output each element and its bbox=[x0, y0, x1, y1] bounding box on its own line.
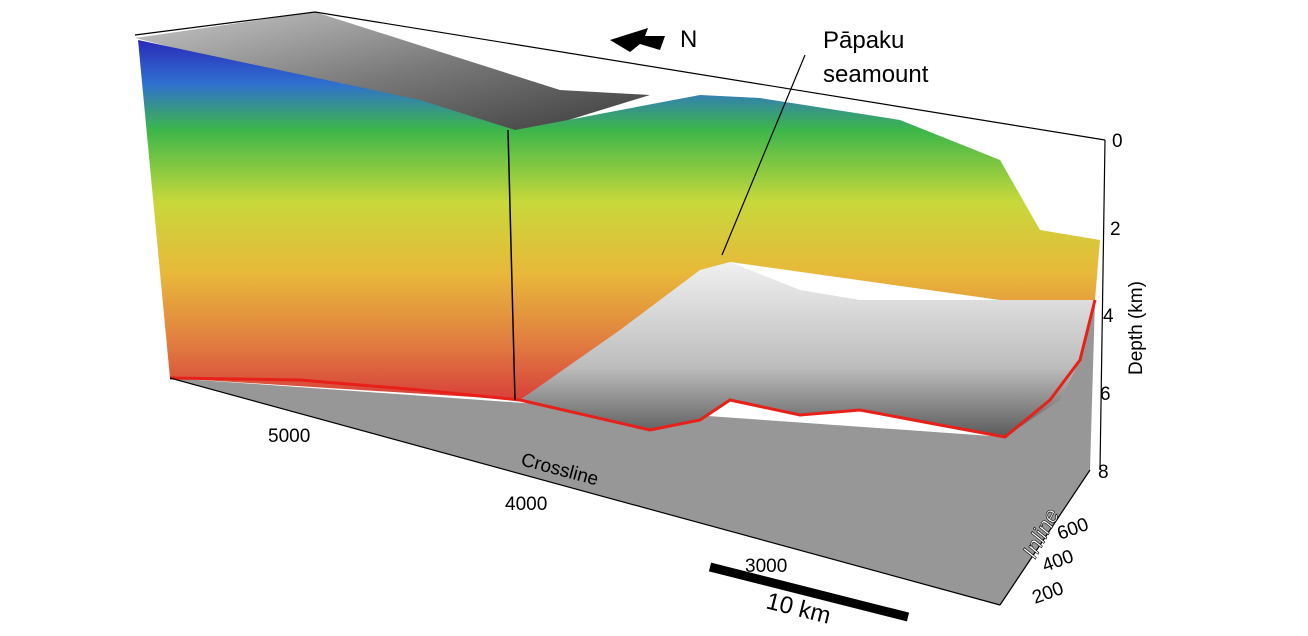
annotation: seamount bbox=[823, 61, 929, 88]
box-outline bbox=[134, 11, 1106, 141]
seamount bbox=[520, 262, 1095, 437]
annotation: Pāpaku bbox=[823, 27, 904, 54]
tick-label: 2 bbox=[1110, 219, 1121, 240]
tick-label: 0 bbox=[1112, 131, 1123, 152]
basement-line bbox=[169, 299, 1097, 439]
axis-line bbox=[169, 377, 1001, 606]
front-section bbox=[138, 40, 1100, 400]
axis-label: Depth (km) bbox=[1126, 281, 1147, 375]
section-edge bbox=[507, 129, 516, 401]
annotation-leader bbox=[721, 54, 806, 256]
north-label: N bbox=[680, 26, 697, 53]
scale-bar bbox=[708, 562, 910, 622]
tick-label: 8 bbox=[1098, 462, 1109, 483]
tick-label: 4000 bbox=[505, 494, 547, 515]
axis-line bbox=[999, 469, 1091, 606]
seafloor-surface bbox=[135, 12, 650, 135]
base-face bbox=[170, 300, 1095, 605]
tick-label: 4 bbox=[1103, 306, 1114, 327]
depth-axis: 0 2 4 6 8 Depth (km) bbox=[1098, 131, 1147, 483]
block bbox=[134, 11, 1106, 606]
tick-label: 3000 bbox=[745, 556, 787, 577]
tick-label: 6 bbox=[1100, 384, 1111, 405]
axis-line bbox=[1099, 139, 1106, 471]
tick-label: 200 bbox=[1030, 578, 1067, 609]
north-arrow bbox=[610, 28, 665, 52]
tick-label: 5000 bbox=[268, 426, 310, 447]
